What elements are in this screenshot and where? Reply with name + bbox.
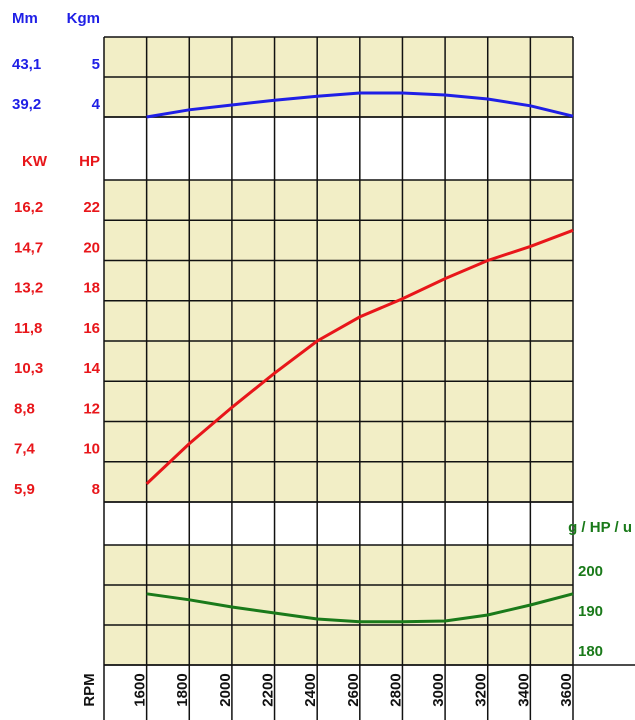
y-tick-label: 10 (83, 441, 100, 458)
x-tick-label: 2800 (387, 673, 404, 706)
y-tick-label: 5 (92, 56, 100, 73)
alt-tick-label: 5,9 (14, 481, 35, 498)
y-tick-label: 190 (578, 603, 603, 620)
alt-tick-label: 10,3 (14, 360, 43, 377)
alt-tick-label: 13,2 (14, 280, 43, 297)
alt-tick-label: 11,8 (14, 320, 42, 337)
y-tick-label: 8 (92, 481, 100, 498)
x-tick-label: 2400 (302, 673, 319, 706)
series-line (146, 91, 574, 119)
y-axis-label: HP (79, 153, 100, 170)
x-tick-label: 3600 (558, 673, 575, 706)
y-tick-label: 4 (92, 96, 101, 113)
y-tick-label: 14 (83, 360, 100, 377)
y-tick-label: 22 (83, 199, 100, 216)
y-tick-label: 180 (578, 643, 603, 660)
alt-tick-label: 43,1 (12, 56, 41, 73)
alt-tick-label: 14,7 (14, 239, 43, 256)
x-tick-label: 1600 (132, 673, 149, 706)
alt-tick-label: 16,2 (14, 199, 43, 216)
y-tick-label: 200 (578, 563, 603, 580)
x-tick-label: 2000 (217, 673, 234, 706)
series-line (145, 228, 574, 485)
alt-tick-label: 39,2 (12, 96, 41, 113)
y-axis-label: g / HP / u (568, 519, 632, 536)
alt-tick-label: 7,4 (14, 441, 36, 458)
x-tick-label: 3200 (473, 673, 490, 706)
y-tick-label: 16 (83, 320, 100, 337)
x-tick-label: 1800 (174, 673, 191, 706)
x-tick-label: 2600 (345, 673, 362, 706)
alt-axis-label: Mm (12, 10, 38, 27)
y-tick-label: 20 (83, 239, 100, 256)
alt-axis-label: KW (22, 153, 48, 170)
x-tick-label: 2200 (260, 673, 277, 706)
y-axis-label: Kgm (67, 10, 100, 27)
y-tick-label: 12 (83, 400, 100, 417)
x-tick-label: 3000 (430, 673, 447, 706)
panel-fill (104, 545, 573, 665)
alt-tick-label: 8,8 (14, 400, 35, 417)
y-tick-label: 18 (83, 280, 100, 297)
x-axis-label: RPM (81, 673, 98, 706)
series-line (146, 592, 574, 624)
x-tick-label: 3400 (515, 673, 532, 706)
